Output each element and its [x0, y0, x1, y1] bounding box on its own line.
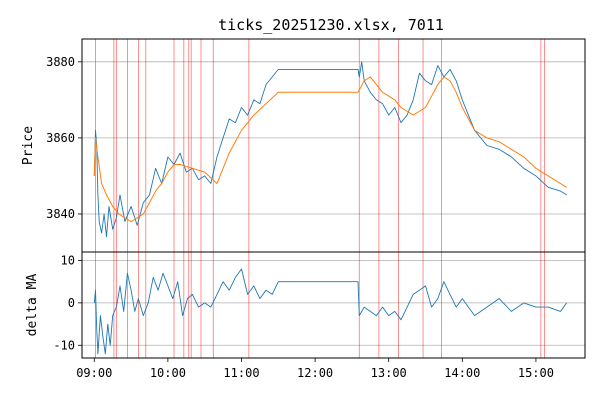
price-axes-frame [81, 38, 586, 253]
xtick-label: 14:00 [444, 366, 480, 380]
delta-axes-frame [81, 251, 586, 359]
delta-axis-label: delta MA [25, 274, 40, 337]
chart-title: ticks_20251230.xlsx, 7011 [218, 16, 444, 34]
xtick-label: 10:00 [150, 366, 186, 380]
xtick-label: 12:00 [297, 366, 333, 380]
delta-ytick-label: 10 [61, 253, 75, 267]
delta-ytick-label: -10 [53, 338, 75, 352]
price-ytick-label: 3880 [46, 55, 75, 69]
xtick-label: 09:00 [76, 366, 112, 380]
price-series-1-line [93, 76, 567, 223]
price-ytick-label: 3860 [46, 131, 75, 145]
xtick-label: 13:00 [371, 366, 407, 380]
price-axis-label: Price [21, 126, 36, 165]
price-ytick-label: 3840 [46, 207, 75, 221]
delta-ytick-label: 0 [68, 296, 75, 310]
xtick-label: 15:00 [518, 366, 554, 380]
delta-series-0-line [93, 268, 567, 355]
plot-layer: 3840 3860 3880 -10 0 10 09:00 10:00 11:00 12:00 13… [46, 38, 586, 380]
price-series-0-line [93, 61, 567, 238]
xtick-label: 11:00 [223, 366, 259, 380]
